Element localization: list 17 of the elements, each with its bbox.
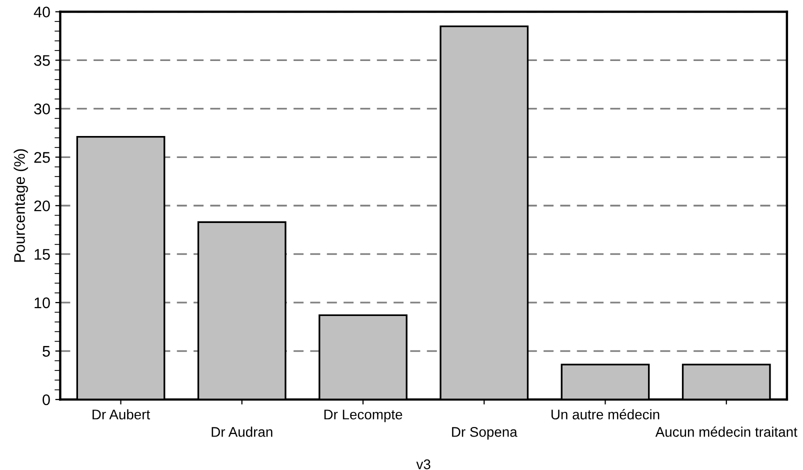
x-tick-label: Dr Aubert bbox=[92, 409, 150, 420]
y-tick-label: 35 bbox=[34, 55, 50, 66]
x-tick-label: Dr Audran bbox=[212, 426, 272, 437]
x-tick-label: Aucun médecin traitant bbox=[655, 426, 798, 437]
x-axis-title: v3 bbox=[416, 459, 430, 470]
y-tick-label: 5 bbox=[42, 346, 50, 357]
y-tick-label: 0 bbox=[42, 394, 50, 406]
x-tick-label: Dr Sopena bbox=[452, 427, 518, 440]
y-tick-label: 25 bbox=[34, 152, 50, 163]
y-tick-label: 15 bbox=[34, 249, 50, 260]
x-tick-label: Dr Lecompte bbox=[324, 410, 402, 422]
y-axis-title: Pourcentage (%) bbox=[14, 149, 28, 262]
y-tick-label: 40 bbox=[34, 6, 50, 18]
y-tick-label: 30 bbox=[34, 104, 50, 114]
y-tick-label: 10 bbox=[34, 297, 50, 308]
x-tick-label: Un autre médecin bbox=[552, 409, 660, 420]
y-tick-label: 20 bbox=[34, 200, 50, 212]
